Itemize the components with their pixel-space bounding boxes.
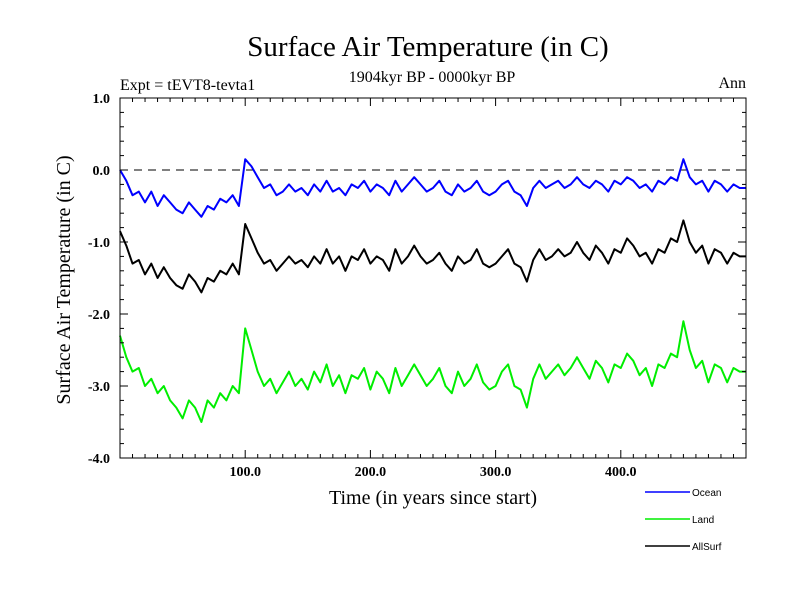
y-tick-label: -1.0 — [88, 236, 110, 251]
y-axis-label: Surface Air Temperature (in C) — [53, 155, 75, 404]
plot-area: 100.0 200.0 300.0 400.0 1.0 0.0 -1.0 -2.0 -3.0 -4… — [88, 92, 747, 480]
plot-frame — [119, 97, 747, 459]
season-label: Ann — [718, 75, 746, 92]
y-tick-label: 1.0 — [93, 92, 111, 107]
y-tick-label: 0.0 — [93, 164, 111, 179]
x-tick-label: 200.0 — [355, 465, 387, 480]
expt-label: Expt = tEVT8-tevta1 — [120, 77, 255, 94]
series-line-allsurf — [119, 219, 746, 294]
legend: Ocean Land AllSurf — [645, 488, 722, 553]
y-tick-label: -3.0 — [88, 380, 110, 395]
series-line-ocean — [119, 158, 746, 218]
legend-label-ocean: Ocean — [692, 488, 721, 499]
legend-label-allsurf: AllSurf — [692, 542, 722, 553]
legend-label-land: Land — [692, 515, 714, 526]
chart-subtitle: 1904kyr BP - 0000kyr BP — [349, 69, 516, 86]
y-tick-label: -4.0 — [88, 452, 110, 467]
x-tick-label: 100.0 — [229, 465, 261, 480]
x-axis-label: Time (in years since start) — [329, 487, 537, 509]
x-tick-label: 400.0 — [605, 465, 637, 480]
chart-title: Surface Air Temperature (in C) — [247, 31, 608, 63]
y-tick-label: -2.0 — [88, 308, 110, 323]
x-tick-label: 300.0 — [480, 465, 512, 480]
series-line-land — [119, 320, 746, 423]
